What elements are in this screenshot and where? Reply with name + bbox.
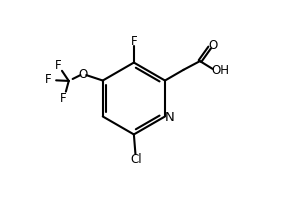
Text: F: F (131, 35, 137, 48)
Text: N: N (164, 111, 174, 124)
Text: F: F (55, 59, 62, 72)
Text: Cl: Cl (131, 153, 142, 166)
Text: O: O (209, 39, 218, 52)
Text: F: F (60, 92, 66, 105)
Text: F: F (45, 73, 52, 86)
Text: OH: OH (211, 64, 229, 77)
Text: O: O (78, 68, 87, 81)
